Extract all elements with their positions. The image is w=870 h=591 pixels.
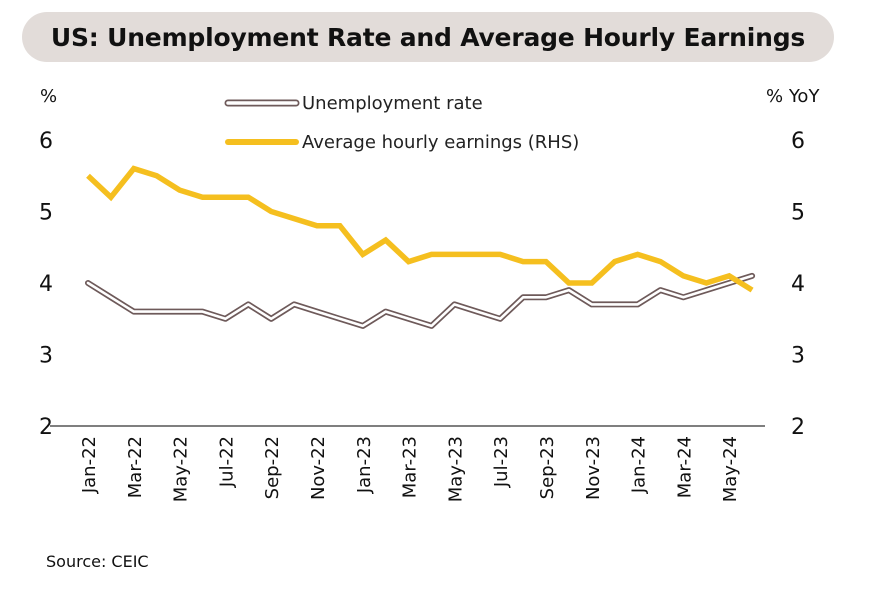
series-line-earnings xyxy=(86,165,754,293)
chart-title: US: Unemployment Rate and Average Hourly… xyxy=(50,22,806,52)
left-y-axis: 2 3 4 5 6 xyxy=(39,129,53,440)
x-axis-ticks: Jan-22 Mar-22 May-22 Jul-22 Sep-22 Nov-22 Jan-… xyxy=(79,436,741,502)
x-tick-label: Jul-22 xyxy=(216,436,237,488)
y-tick-left: 5 xyxy=(39,201,53,226)
x-tick-label: Jan-24 xyxy=(629,436,650,494)
legend-label-earnings: Average hourly earnings (RHS) xyxy=(302,132,579,153)
chart-title-bar: US: Unemployment Rate and Average Hourly… xyxy=(22,12,834,62)
x-tick-label: Sep-23 xyxy=(537,436,558,499)
y-tick-right: 3 xyxy=(791,344,805,369)
series-layer xyxy=(85,165,756,329)
x-tick-label: Nov-22 xyxy=(308,436,329,500)
y-tick-left: 6 xyxy=(39,129,53,154)
y-tick-right: 6 xyxy=(791,129,805,154)
series-line-unemployment-inner xyxy=(86,274,754,328)
legend-label-unemployment: Unemployment rate xyxy=(302,93,483,114)
right-y-axis: 2 3 4 5 6 xyxy=(791,129,805,440)
x-tick-label: Mar-22 xyxy=(125,436,146,498)
x-tick-label: Nov-23 xyxy=(583,436,604,500)
x-tick-label: Mar-23 xyxy=(400,436,421,498)
x-tick-label: Jan-23 xyxy=(354,436,375,494)
x-tick-label: May-24 xyxy=(720,436,741,502)
y-tick-right: 2 xyxy=(791,415,805,440)
y-tick-left: 2 xyxy=(39,415,53,440)
x-tick-label: Jul-23 xyxy=(491,436,512,488)
legend: Unemployment rate Average hourly earning… xyxy=(224,93,579,153)
x-tick-label: May-22 xyxy=(171,436,192,502)
x-tick-label: May-23 xyxy=(445,436,466,502)
x-tick-label: Mar-24 xyxy=(674,436,695,498)
x-tick-label: Jan-22 xyxy=(79,436,100,494)
y-tick-left: 4 xyxy=(39,272,53,297)
y-tick-right: 4 xyxy=(791,272,805,297)
y-tick-left: 3 xyxy=(39,344,53,369)
y-tick-right: 5 xyxy=(791,201,805,226)
x-tick-label: Sep-22 xyxy=(262,436,283,499)
source-note: Source: CEIC xyxy=(46,552,149,571)
left-axis-unit: % xyxy=(40,86,57,107)
right-axis-unit: % YoY xyxy=(766,86,820,107)
series-line-unemployment xyxy=(85,272,756,329)
